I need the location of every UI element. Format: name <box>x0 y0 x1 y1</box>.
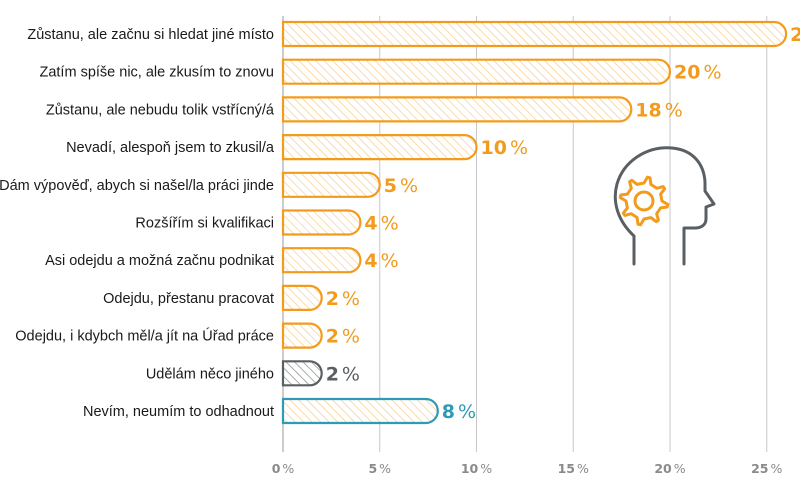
x-tick-number: 20 <box>654 461 672 476</box>
value-unit: % <box>400 175 418 197</box>
value-label: 18% <box>635 99 683 121</box>
head-outline <box>613 146 716 266</box>
category-label: Nevadí, alespoň jsem to zkusil/a <box>66 140 275 156</box>
bar <box>281 247 362 274</box>
x-tick-label: 0% <box>272 461 295 476</box>
category-label: Udělám něco jiného <box>146 366 274 382</box>
category-labels: Zůstanu, ale začnu si hledat jiné místo Z… <box>0 27 275 420</box>
bar <box>281 58 672 85</box>
category-label: Odejdu, přestanu pracovat <box>103 291 274 307</box>
value-label: 2% <box>326 363 360 385</box>
x-tick-unit: % <box>577 461 589 476</box>
category-label: Nevím, neumím to odhadnout <box>83 404 274 420</box>
value-label: 4% <box>364 213 398 235</box>
x-tick-unit: % <box>771 461 783 476</box>
category-label: Zatím spíše nic, ale zkusím to znovu <box>39 65 274 81</box>
x-tick-unit: % <box>674 461 686 476</box>
gear-icon <box>618 175 670 227</box>
value-unit: % <box>381 250 399 272</box>
bar <box>281 171 381 198</box>
value-label: 10% <box>481 137 529 159</box>
value-label: 8% <box>442 401 476 423</box>
value-unit: % <box>665 99 683 121</box>
value-number: 20 <box>674 62 700 84</box>
value-labels: 26%20%18%10%5%4%4%2%2%2%8% <box>326 24 800 423</box>
head-with-gear-icon <box>613 146 716 266</box>
bar <box>281 360 323 387</box>
x-tick-number: 5 <box>368 461 377 476</box>
value-unit: % <box>342 363 360 385</box>
category-label: Zůstanu, ale nebudu tolik vstřícný/á <box>46 102 275 118</box>
value-unit: % <box>458 401 476 423</box>
x-axis-ticks: 0% 5% 10% 15% 20% 25% <box>272 461 783 476</box>
bar <box>281 322 323 349</box>
category-label: Odejdu, i kdybch měl/a jít na Úřad práce <box>15 328 274 345</box>
value-number: 4 <box>364 213 377 235</box>
value-number: 2 <box>326 363 339 385</box>
category-label: Rozšířím si kvalifikaci <box>135 216 274 232</box>
value-unit: % <box>342 288 360 310</box>
x-tick-label: 20% <box>654 461 685 476</box>
value-number: 8 <box>442 401 455 423</box>
x-tick-label: 15% <box>558 461 589 476</box>
value-number: 10 <box>481 137 507 159</box>
bar <box>281 209 362 236</box>
category-label: Dám výpověď, abych si našel/la práci jin… <box>0 178 274 194</box>
bar <box>281 284 323 311</box>
value-label: 2% <box>326 326 360 348</box>
x-tick-label: 10% <box>461 461 492 476</box>
x-tick-number: 0 <box>272 461 281 476</box>
bar <box>281 397 439 425</box>
value-label: 5% <box>384 175 418 197</box>
value-unit: % <box>510 137 528 159</box>
x-tick-label: 5% <box>368 461 391 476</box>
x-tick-number: 10 <box>461 461 479 476</box>
x-tick-unit: % <box>480 461 492 476</box>
value-label: 2% <box>326 288 360 310</box>
value-number: 4 <box>364 250 377 272</box>
value-label: 4% <box>364 250 398 272</box>
value-number: 18 <box>635 99 661 121</box>
value-label: 26% <box>790 24 800 46</box>
value-number: 2 <box>326 326 339 348</box>
value-unit: % <box>342 326 360 348</box>
x-tick-unit: % <box>379 461 391 476</box>
value-number: 26 <box>790 24 800 46</box>
bars <box>281 20 788 425</box>
x-tick-number: 25 <box>751 461 768 476</box>
bar <box>281 96 633 123</box>
x-tick-unit: % <box>282 461 294 476</box>
category-label: Zůstanu, ale začnu si hledat jiné místo <box>27 27 274 43</box>
bar <box>281 20 788 48</box>
value-unit: % <box>381 213 399 235</box>
bar <box>281 134 478 161</box>
value-number: 5 <box>384 175 397 197</box>
value-unit: % <box>703 62 721 84</box>
value-number: 2 <box>326 288 339 310</box>
category-label: Asi odejdu a možná začnu podnikat <box>45 253 274 269</box>
value-label: 20% <box>674 62 722 84</box>
x-tick-number: 15 <box>558 461 575 476</box>
x-tick-label: 25% <box>751 461 782 476</box>
